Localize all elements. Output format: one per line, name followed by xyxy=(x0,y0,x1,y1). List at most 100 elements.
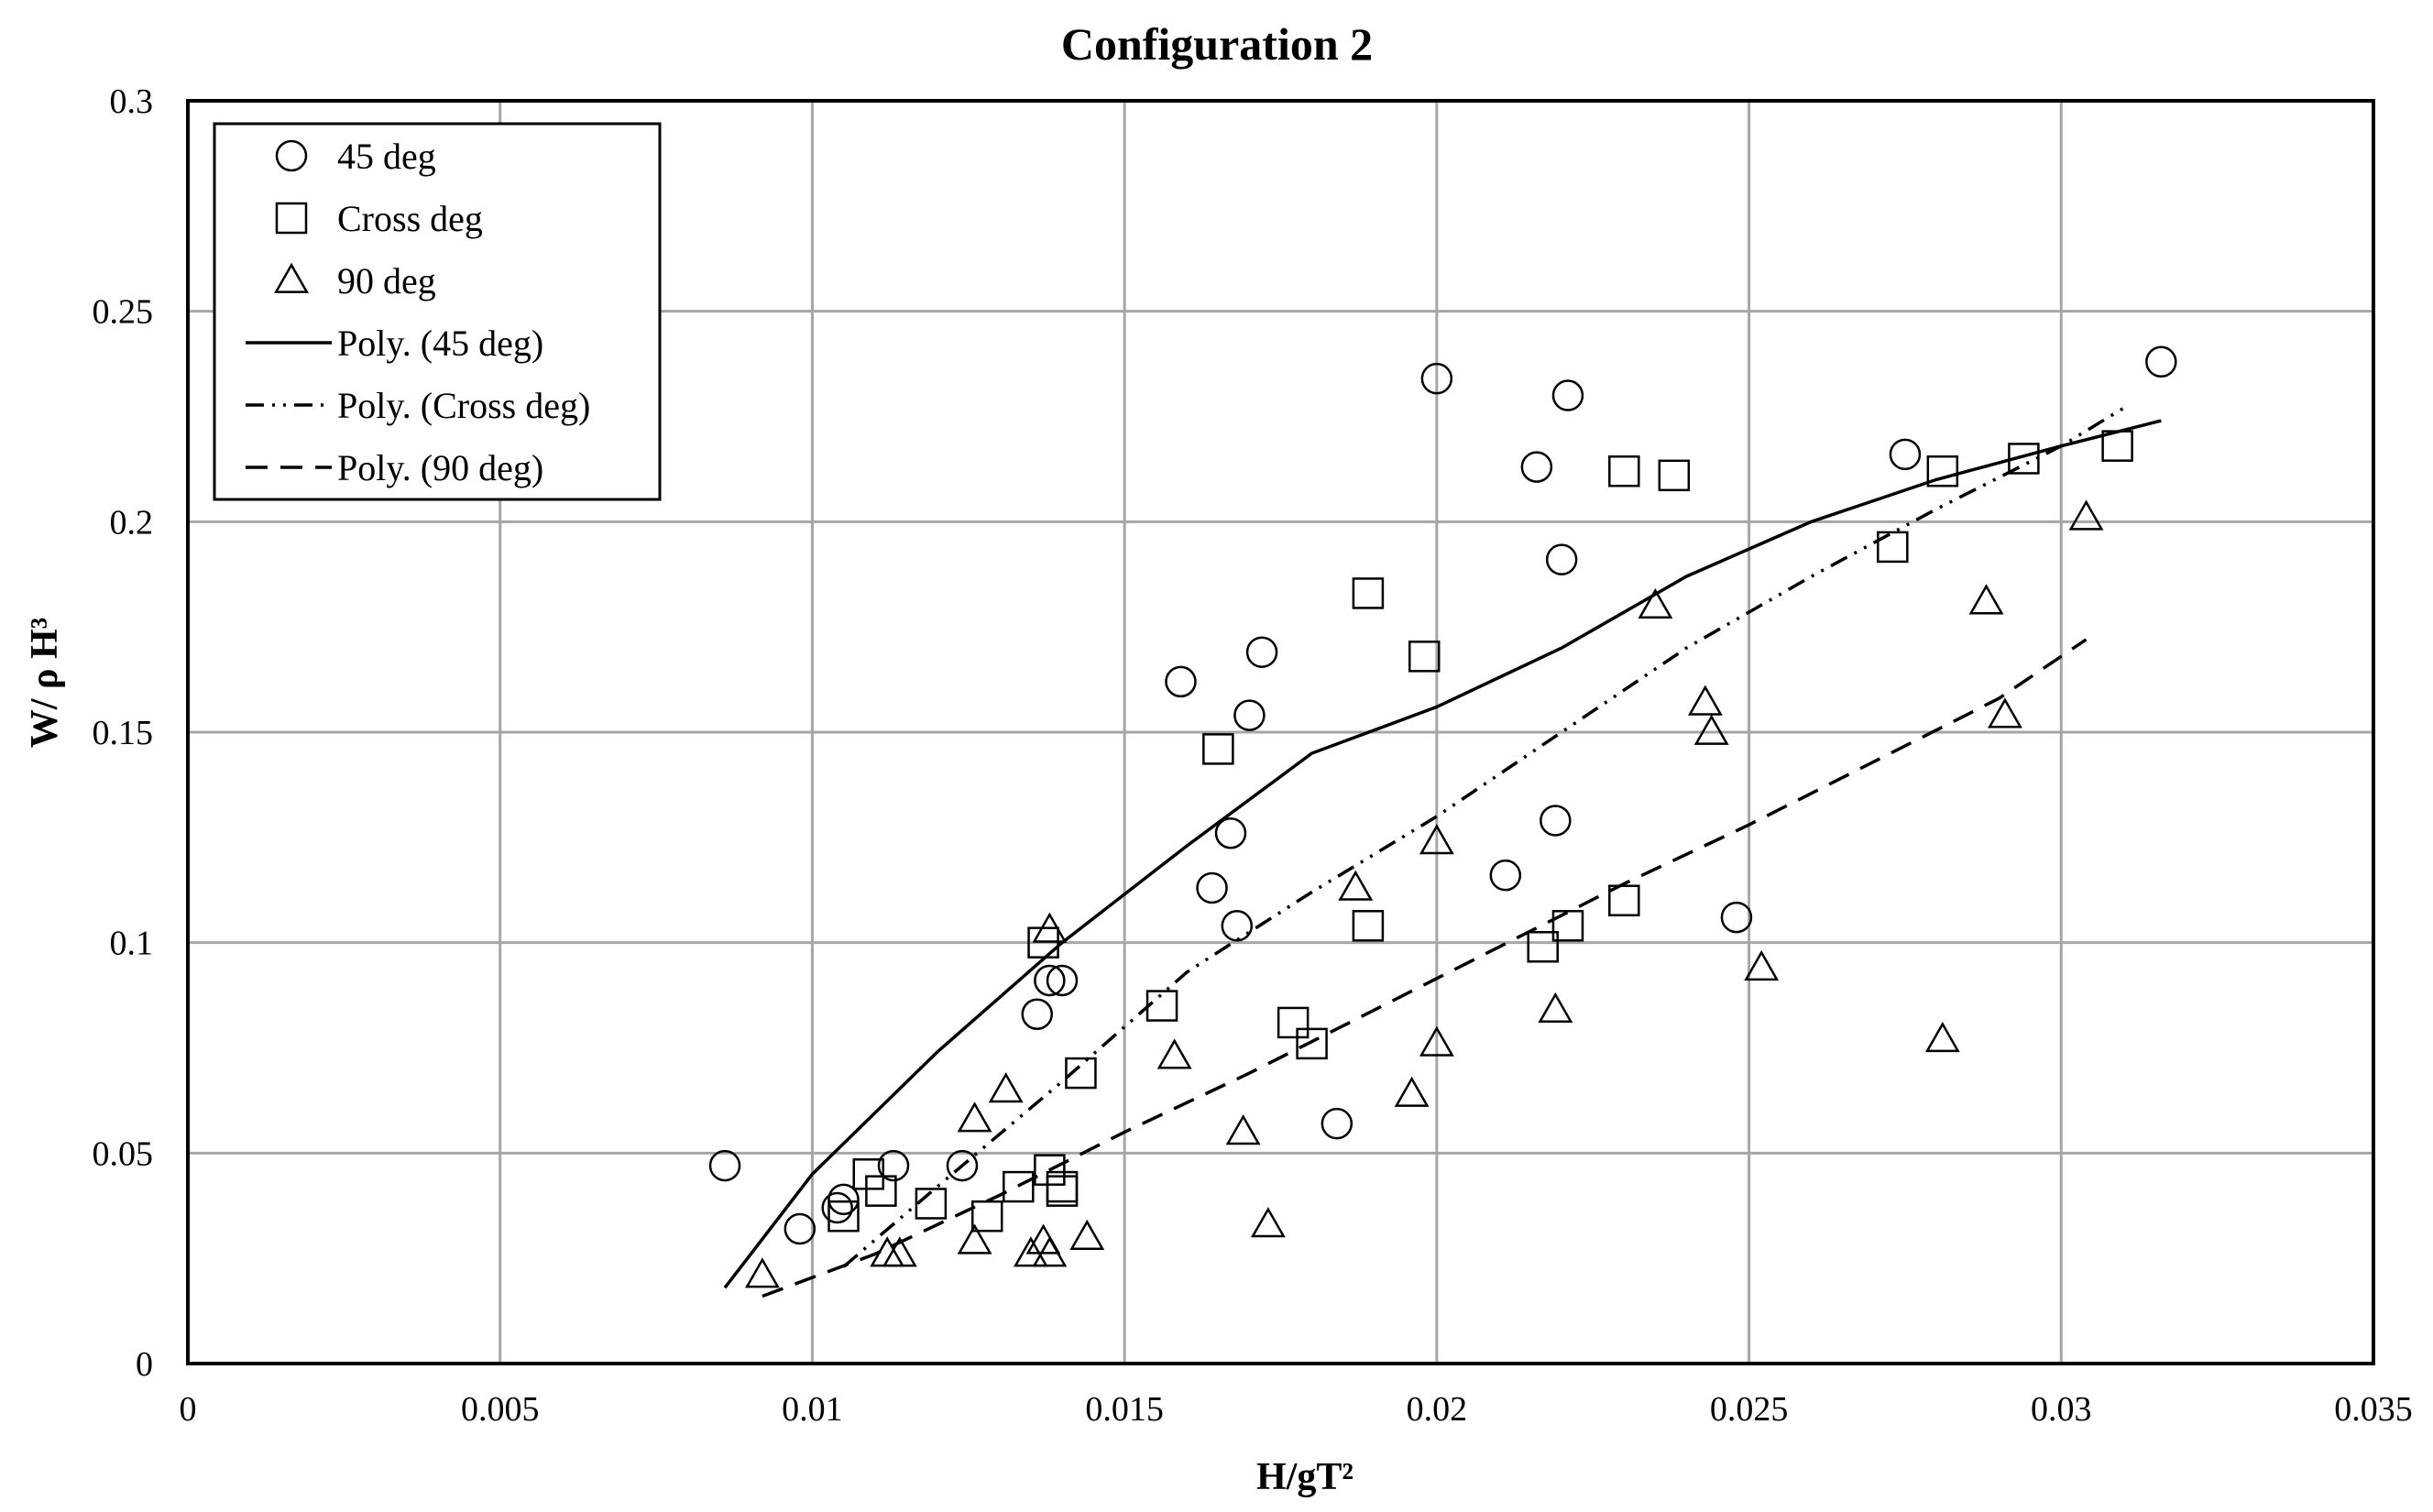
square-data-point xyxy=(1608,884,1640,916)
triangle-data-point xyxy=(1338,870,1374,901)
square-data-point xyxy=(1277,1006,1310,1039)
circle-data-point xyxy=(1196,871,1228,904)
x-tick-label: 0 xyxy=(180,1390,197,1429)
circle-data-point xyxy=(1420,362,1453,395)
triangle-data-point xyxy=(744,1257,780,1288)
square-data-point xyxy=(1551,910,1584,942)
tick-labels: 0 0.005 0.01 0.015 0.02 0.025 0.03 0.035 0 0.05 0.… xyxy=(93,82,2413,1429)
triangle-data-point xyxy=(957,1223,992,1255)
square-data-point xyxy=(1408,641,1441,673)
circle-data-point xyxy=(1165,665,1197,698)
circle-data-point xyxy=(1540,805,1572,837)
circle-data-point xyxy=(877,1149,910,1182)
triangle-data-point xyxy=(957,1101,992,1133)
square-data-point xyxy=(1658,459,1691,492)
circle-data-point xyxy=(821,1191,853,1224)
trendline-poly-45-deg xyxy=(723,419,2162,1289)
x-tick-label: 0.02 xyxy=(1407,1390,1468,1429)
square-data-point xyxy=(1034,1154,1066,1186)
y-tick-label: 0.3 xyxy=(110,82,154,121)
x-tick-label: 0.015 xyxy=(1085,1390,1164,1429)
triangle-data-point xyxy=(1156,1038,1192,1069)
square-data-point xyxy=(1527,931,1559,963)
circle-data-point xyxy=(1245,636,1278,668)
x-tick-label: 0.01 xyxy=(782,1390,843,1429)
legend-label: Poly. (Cross deg) xyxy=(337,385,590,426)
legend-label: 45 deg xyxy=(337,136,436,177)
x-axis-label: H/gT² xyxy=(1256,1456,1353,1498)
square-data-point xyxy=(1352,577,1385,609)
legend-circle-icon xyxy=(275,139,308,172)
trendlines xyxy=(723,406,2162,1298)
square-data-point xyxy=(1877,531,1909,564)
y-axis-label: W/ ρ H³ xyxy=(24,618,66,748)
legend: 45 deg Cross deg 90 deg Poly. (45 deg) Poly.… xyxy=(213,122,662,501)
circle-data-point xyxy=(946,1149,979,1182)
x-tick-label: 0.035 xyxy=(2334,1390,2413,1429)
triangle-data-point xyxy=(882,1236,917,1267)
triangle-data-point xyxy=(1693,714,1729,745)
triangle-data-point xyxy=(1687,685,1723,716)
y-tick-label: 0.25 xyxy=(93,293,154,332)
circle-data-point xyxy=(827,1183,860,1216)
circle-data-point xyxy=(1034,964,1066,997)
square-data-point xyxy=(1003,1170,1035,1203)
triangle-data-point xyxy=(1924,1021,1960,1053)
square-data-point xyxy=(1608,455,1640,488)
legend-triangle-icon xyxy=(274,262,309,293)
triangle-data-point xyxy=(1069,1219,1105,1251)
square-data-point xyxy=(1145,990,1178,1022)
legend-label: Poly. (45 deg) xyxy=(337,323,543,364)
data-points xyxy=(708,345,2177,1288)
circle-data-point xyxy=(1214,816,1247,849)
y-tick-label: 0.1 xyxy=(110,925,154,963)
circle-data-point xyxy=(708,1149,741,1182)
square-data-point xyxy=(915,1188,948,1220)
circle-data-point xyxy=(1321,1107,1353,1140)
x-tick-label: 0.03 xyxy=(2031,1390,2092,1429)
square-data-point xyxy=(970,1200,1003,1233)
legend-label: Cross deg xyxy=(337,198,483,239)
y-tick-label: 0.15 xyxy=(93,714,154,752)
circle-data-point xyxy=(1889,438,1922,471)
y-tick-label: 0.05 xyxy=(93,1134,154,1173)
circle-data-point xyxy=(1233,699,1266,731)
square-data-point xyxy=(852,1158,885,1190)
circle-data-point xyxy=(1221,910,1254,942)
square-data-point xyxy=(2101,430,2133,462)
triangle-data-point xyxy=(1032,912,1068,943)
triangle-data-point xyxy=(1032,1236,1068,1267)
legend-label: 90 deg xyxy=(337,260,436,301)
trendline-poly-90-deg xyxy=(762,638,2088,1298)
square-data-point xyxy=(1202,733,1234,765)
y-tick-label: 0 xyxy=(136,1345,153,1384)
chart-title: Configuration 2 xyxy=(1061,18,1373,70)
trendline-poly-cross-deg xyxy=(842,406,2125,1268)
circle-data-point xyxy=(1720,901,1753,934)
triangle-data-point xyxy=(1394,1076,1430,1107)
square-data-point xyxy=(865,1175,897,1207)
square-data-point xyxy=(1046,1175,1079,1207)
triangle-data-point xyxy=(2068,499,2104,531)
triangle-data-point xyxy=(1638,587,1673,619)
circle-data-point xyxy=(1545,543,1578,575)
circle-data-point xyxy=(2145,345,2177,378)
plot-area-frame xyxy=(186,99,2375,1365)
triangle-data-point xyxy=(1250,1207,1286,1238)
circle-data-point xyxy=(1520,451,1553,483)
triangle-data-point xyxy=(1538,992,1573,1024)
x-tick-label: 0.025 xyxy=(1710,1390,1789,1429)
legend-box xyxy=(213,122,662,501)
triangle-data-point xyxy=(1225,1114,1261,1145)
square-data-point xyxy=(2008,443,2040,475)
circle-data-point xyxy=(784,1212,816,1245)
square-data-point xyxy=(1352,910,1385,942)
square-data-point xyxy=(1926,455,1959,488)
circle-data-point xyxy=(1551,379,1584,411)
y-tick-label: 0.2 xyxy=(110,503,154,542)
triangle-data-point xyxy=(988,1072,1024,1103)
triangle-data-point xyxy=(1988,697,2022,729)
circle-data-point xyxy=(1021,998,1053,1031)
x-tick-label: 0.005 xyxy=(461,1390,540,1429)
